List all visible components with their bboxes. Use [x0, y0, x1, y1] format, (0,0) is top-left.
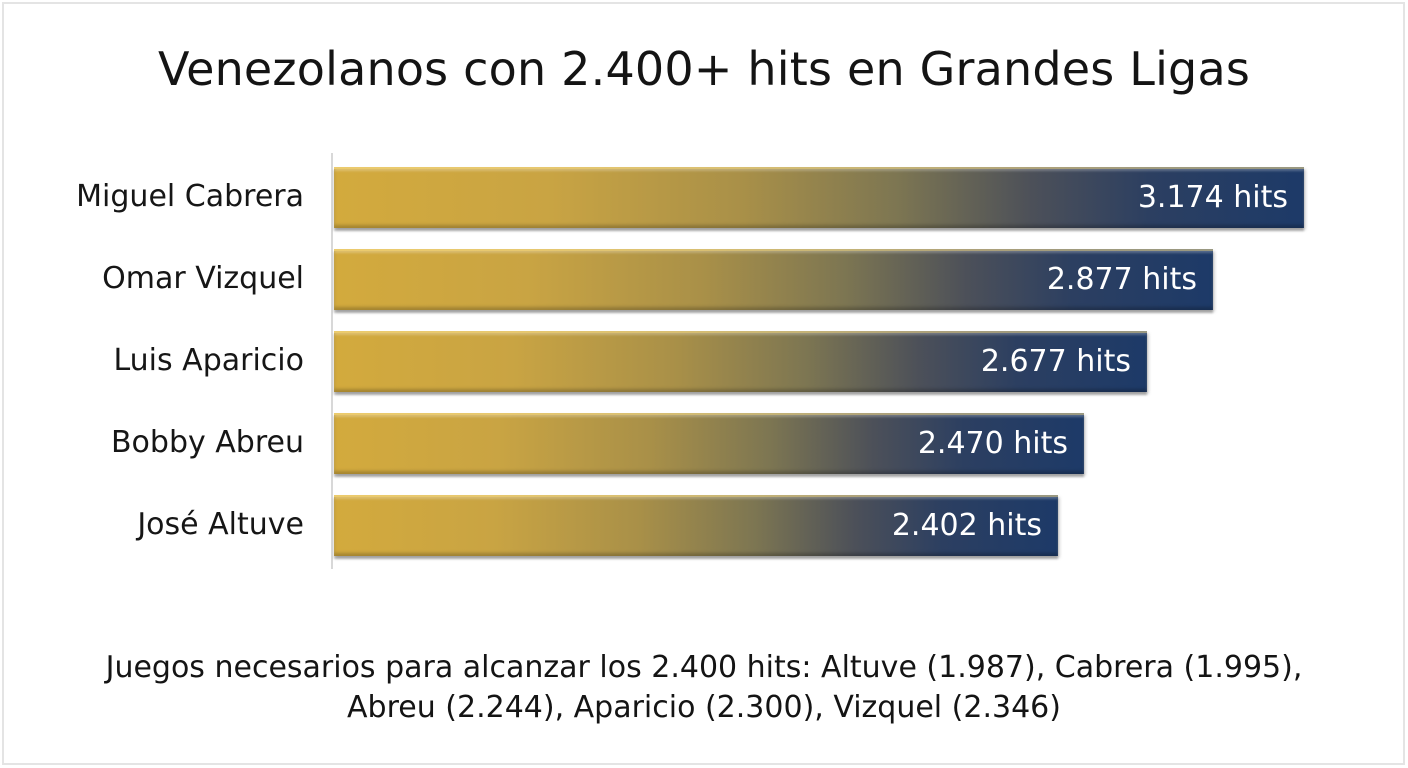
data-label: 2.402 hits	[891, 508, 1042, 543]
category-label: Luis Aparicio	[113, 343, 304, 378]
bar-luis-aparicio: 2.677 hits	[334, 331, 1147, 392]
bar-jose-altuve: 2.402 hits	[334, 495, 1058, 556]
category-label: José Altuve	[137, 507, 304, 542]
bar-omar-vizquel: 2.877 hits	[334, 249, 1213, 310]
category-label: Bobby Abreu	[110, 425, 304, 460]
category-label: Omar Vizquel	[102, 261, 304, 296]
footnote-line-2: Abreu (2.244), Aparicio (2.300), Vizquel…	[347, 690, 1061, 725]
data-label: 2.677 hits	[980, 344, 1131, 379]
category-label: Miguel Cabrera	[76, 179, 304, 214]
bar-miguel-cabrera: 3.174 hits	[334, 167, 1304, 228]
footnote: Juegos necesarios para alcanzar los 2.40…	[0, 648, 1408, 728]
y-axis-line	[331, 153, 333, 569]
bar-bobby-abreu: 2.470 hits	[334, 413, 1084, 474]
data-label: 2.470 hits	[917, 426, 1068, 461]
chart-title: Venezolanos con 2.400+ hits en Grandes L…	[157, 42, 1251, 96]
footnote-line-1: Juegos necesarios para alcanzar los 2.40…	[105, 650, 1303, 685]
data-label: 2.877 hits	[1046, 262, 1197, 297]
data-label: 3.174 hits	[1137, 180, 1288, 215]
